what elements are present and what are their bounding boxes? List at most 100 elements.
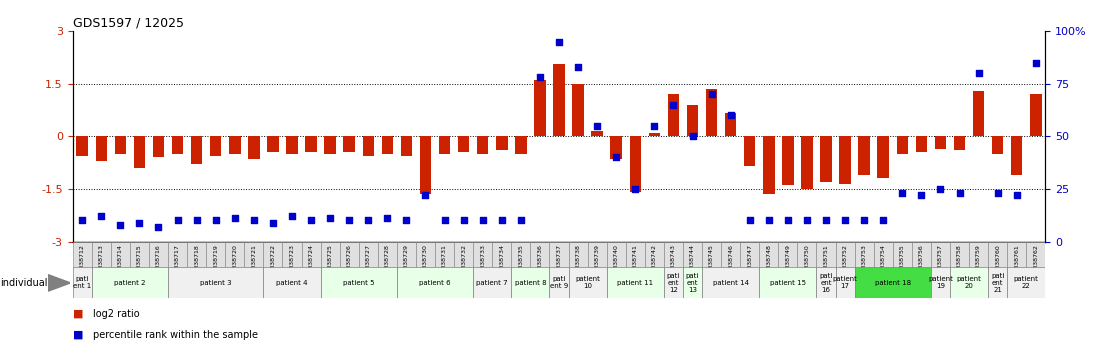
Text: GSM38713: GSM38713: [98, 244, 104, 278]
Text: patient 5: patient 5: [343, 280, 375, 286]
Bar: [111, 241, 130, 269]
Bar: [76, 136, 88, 156]
Bar: [607, 267, 664, 298]
Point: [340, 218, 358, 223]
Bar: [683, 267, 702, 298]
Bar: [569, 267, 607, 298]
Point: [626, 186, 644, 192]
Point: [398, 218, 416, 223]
Bar: [130, 241, 149, 269]
Text: patient
17: patient 17: [833, 276, 858, 289]
Bar: [149, 241, 168, 269]
Bar: [73, 241, 92, 269]
Point: [988, 190, 1006, 196]
Bar: [264, 267, 321, 298]
Bar: [740, 241, 759, 269]
Bar: [950, 241, 969, 269]
Text: GSM38759: GSM38759: [976, 244, 982, 278]
Bar: [210, 136, 221, 156]
Bar: [1007, 241, 1026, 269]
Bar: [435, 241, 454, 269]
Text: GSM38734: GSM38734: [500, 244, 504, 278]
Bar: [168, 267, 264, 298]
Point: [226, 216, 244, 221]
Point: [188, 218, 206, 223]
Point: [112, 222, 130, 227]
Bar: [439, 136, 451, 154]
Bar: [588, 241, 607, 269]
Text: pati
ent
13: pati ent 13: [685, 273, 699, 293]
Bar: [1026, 241, 1045, 269]
Text: GSM38746: GSM38746: [728, 244, 733, 278]
Bar: [629, 136, 641, 193]
Text: log2 ratio: log2 ratio: [93, 309, 140, 319]
Text: GSM38754: GSM38754: [881, 244, 885, 278]
Point: [512, 218, 530, 223]
Point: [931, 186, 949, 192]
Bar: [988, 267, 1007, 298]
Point: [569, 64, 587, 70]
Point: [169, 218, 187, 223]
Point: [417, 193, 435, 198]
Text: patient 14: patient 14: [712, 280, 749, 286]
Text: GSM38722: GSM38722: [271, 244, 275, 278]
Bar: [321, 267, 397, 298]
Bar: [648, 133, 660, 136]
Text: GSM38739: GSM38739: [595, 244, 599, 278]
Point: [683, 134, 701, 139]
Bar: [473, 241, 492, 269]
Point: [645, 123, 663, 128]
Text: patient 4: patient 4: [276, 280, 307, 286]
Text: GSM38733: GSM38733: [481, 244, 485, 278]
Bar: [324, 136, 335, 154]
Text: GSM38727: GSM38727: [366, 244, 371, 278]
Bar: [267, 136, 278, 152]
Bar: [897, 136, 908, 154]
Point: [93, 214, 111, 219]
Text: GSM38729: GSM38729: [404, 244, 409, 278]
Text: GSM38715: GSM38715: [136, 244, 142, 278]
Bar: [835, 241, 854, 269]
Bar: [912, 241, 931, 269]
Bar: [397, 267, 473, 298]
Bar: [321, 241, 340, 269]
Text: GSM38719: GSM38719: [214, 244, 218, 278]
Text: GSM38728: GSM38728: [385, 244, 390, 278]
Text: GSM38741: GSM38741: [633, 244, 637, 278]
Bar: [191, 136, 202, 164]
Bar: [935, 136, 946, 149]
Bar: [1030, 94, 1042, 136]
Text: GSM38740: GSM38740: [614, 244, 618, 278]
Bar: [954, 136, 965, 150]
Bar: [397, 241, 416, 269]
Point: [912, 193, 930, 198]
Text: patient
10: patient 10: [575, 276, 600, 289]
Point: [302, 218, 320, 223]
Text: pati
ent
16: pati ent 16: [819, 273, 833, 293]
Bar: [92, 267, 168, 298]
Bar: [454, 241, 473, 269]
Bar: [283, 241, 302, 269]
Bar: [778, 241, 797, 269]
Point: [664, 102, 682, 107]
Point: [836, 218, 854, 223]
Bar: [969, 241, 988, 269]
Bar: [458, 136, 470, 152]
Bar: [610, 136, 622, 159]
Text: ■: ■: [73, 330, 83, 339]
Bar: [492, 241, 511, 269]
Bar: [534, 80, 546, 136]
Bar: [511, 241, 530, 269]
Text: GSM38721: GSM38721: [252, 244, 256, 278]
Text: GSM38726: GSM38726: [347, 244, 352, 278]
Text: GSM38731: GSM38731: [442, 244, 447, 278]
Point: [741, 218, 759, 223]
Bar: [1011, 136, 1023, 175]
Bar: [359, 241, 378, 269]
Point: [359, 218, 377, 223]
Point: [969, 70, 987, 76]
Bar: [343, 136, 354, 152]
Text: patient
20: patient 20: [957, 276, 982, 289]
Bar: [783, 136, 794, 185]
Bar: [591, 131, 603, 136]
